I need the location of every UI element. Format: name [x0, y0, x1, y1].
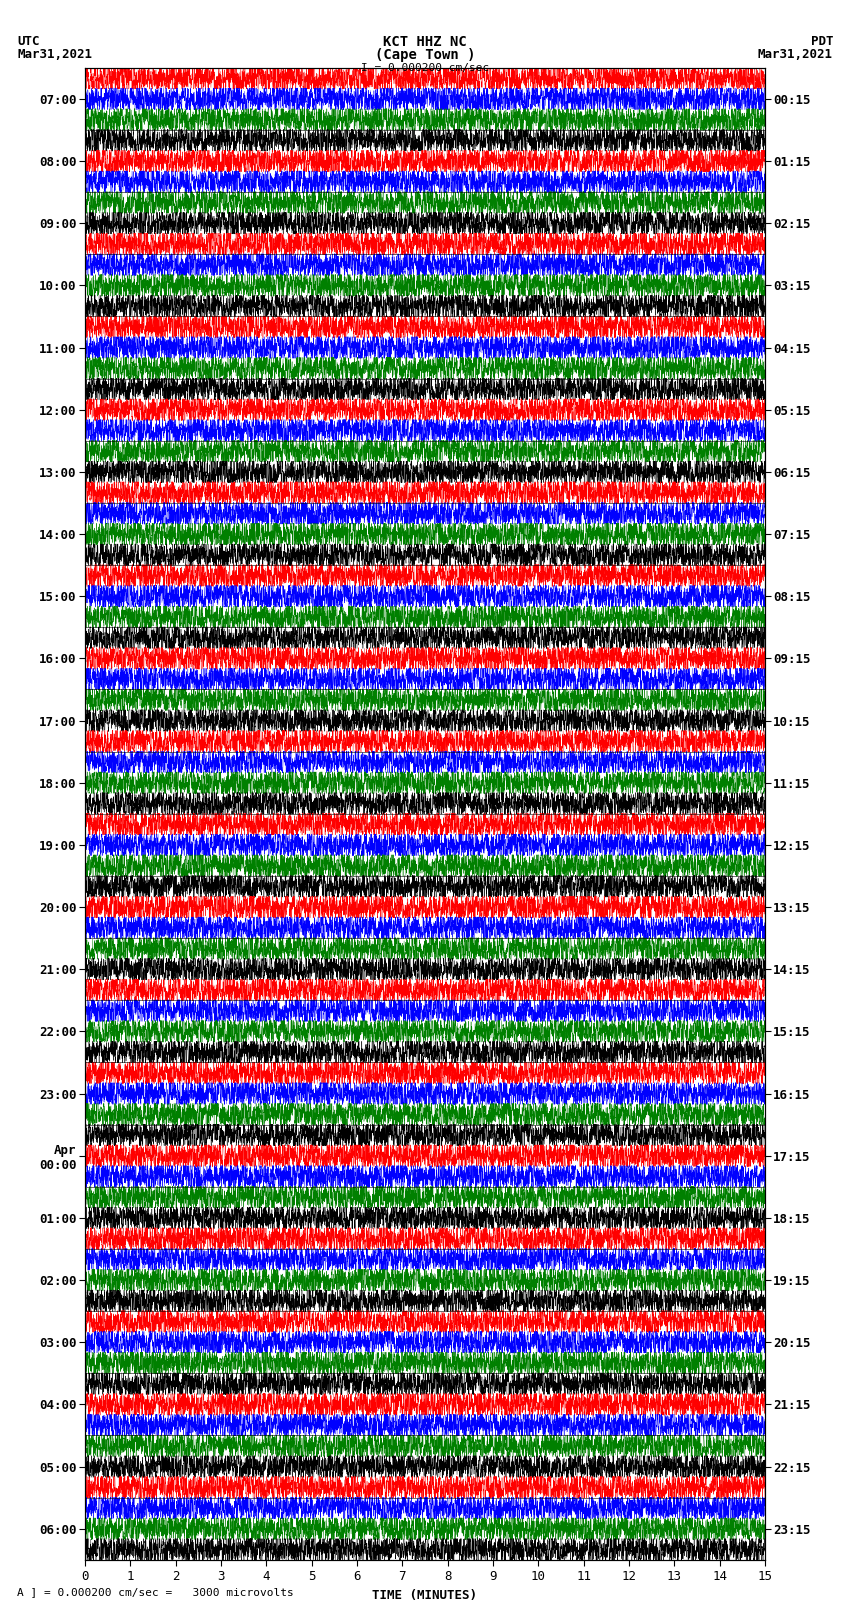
Text: KCT HHZ NC: KCT HHZ NC: [383, 35, 467, 50]
Text: I = 0.000200 cm/sec: I = 0.000200 cm/sec: [361, 63, 489, 73]
Text: (Cape Town ): (Cape Town ): [375, 48, 475, 63]
Text: PDT: PDT: [811, 35, 833, 48]
X-axis label: TIME (MINUTES): TIME (MINUTES): [372, 1589, 478, 1602]
Text: Mar31,2021: Mar31,2021: [17, 48, 92, 61]
Text: UTC: UTC: [17, 35, 39, 48]
Text: A ] = 0.000200 cm/sec =   3000 microvolts: A ] = 0.000200 cm/sec = 3000 microvolts: [17, 1587, 294, 1597]
Text: Mar31,2021: Mar31,2021: [758, 48, 833, 61]
